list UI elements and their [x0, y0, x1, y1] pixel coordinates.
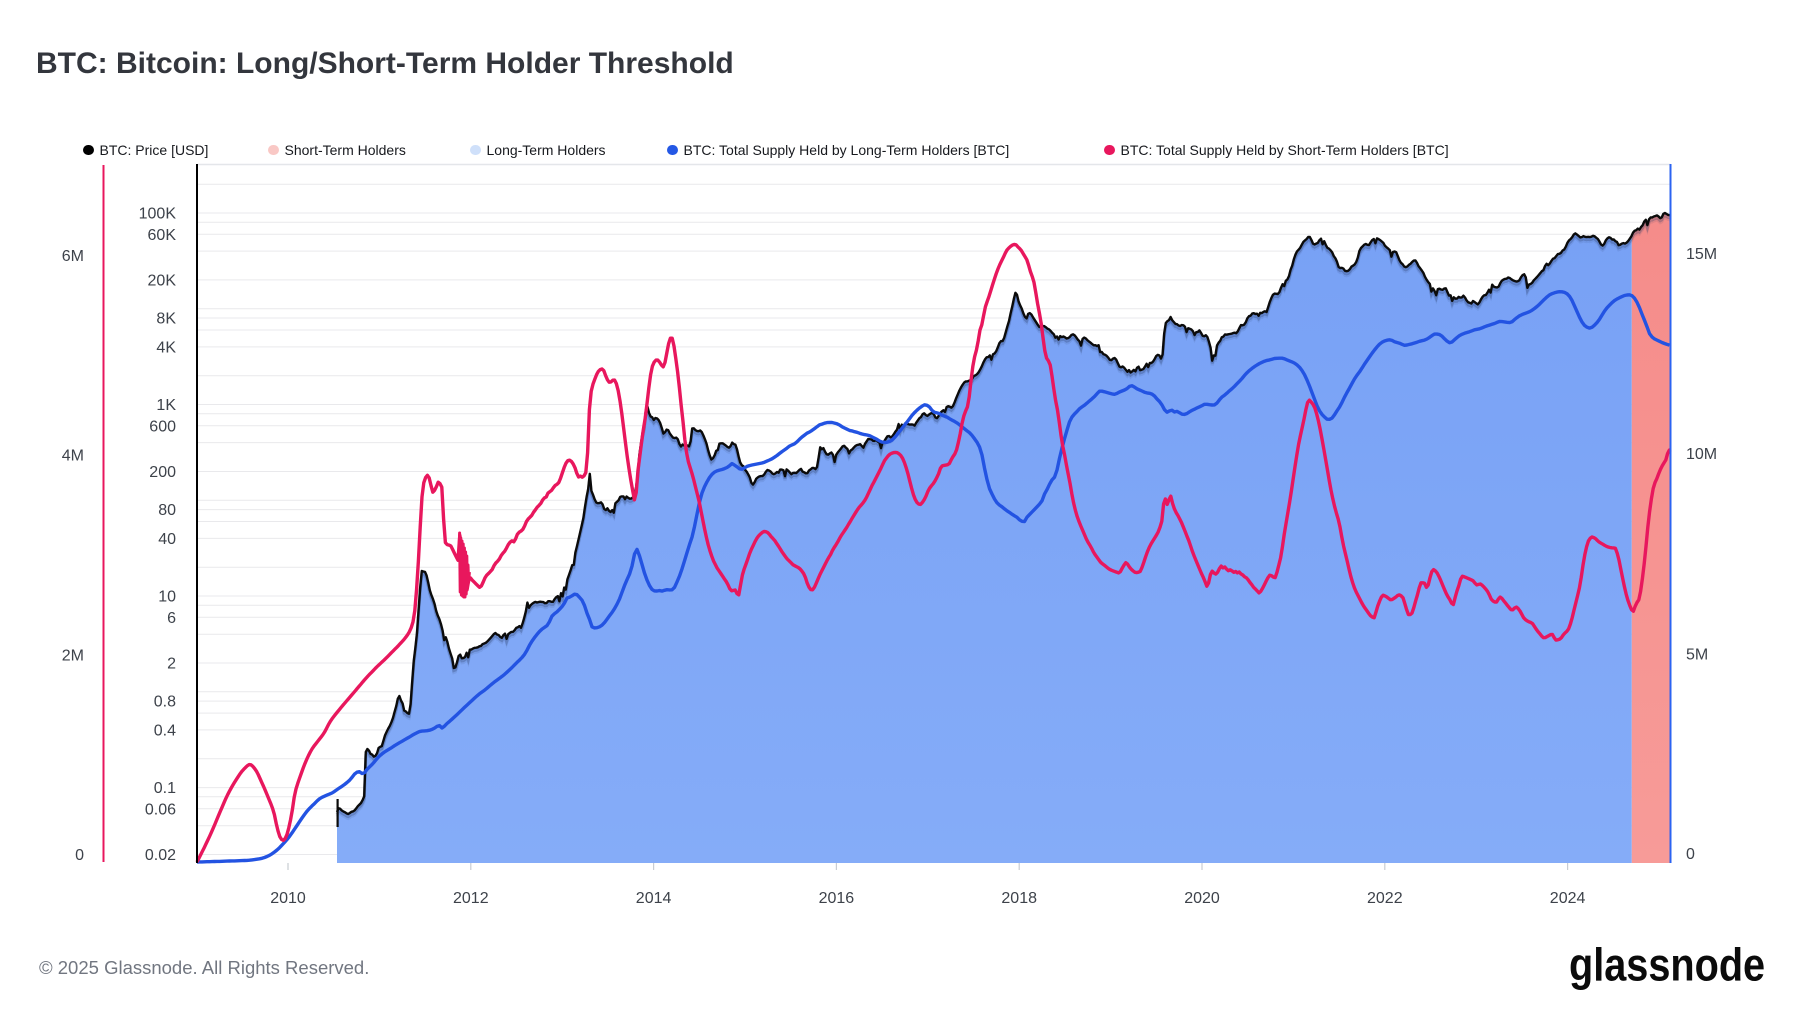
- svg-text:2020: 2020: [1184, 890, 1220, 907]
- svg-text:2014: 2014: [636, 890, 672, 907]
- svg-text:80: 80: [158, 502, 176, 519]
- svg-text:2: 2: [167, 656, 176, 673]
- svg-text:0: 0: [75, 847, 84, 864]
- svg-text:0.1: 0.1: [154, 780, 176, 797]
- svg-text:2024: 2024: [1550, 890, 1586, 907]
- svg-text:200: 200: [149, 464, 176, 481]
- svg-text:8K: 8K: [156, 311, 176, 328]
- svg-text:10: 10: [158, 589, 176, 606]
- svg-text:0.4: 0.4: [154, 722, 176, 739]
- svg-text:20K: 20K: [148, 272, 177, 289]
- svg-text:1K: 1K: [156, 397, 176, 414]
- svg-text:0.06: 0.06: [145, 801, 176, 818]
- svg-text:0.8: 0.8: [154, 694, 176, 711]
- svg-text:0.02: 0.02: [145, 847, 176, 864]
- svg-text:100K: 100K: [139, 206, 177, 223]
- svg-text:6: 6: [167, 610, 176, 627]
- svg-text:10M: 10M: [1686, 446, 1717, 463]
- svg-text:2010: 2010: [270, 890, 306, 907]
- svg-text:15M: 15M: [1686, 246, 1717, 263]
- svg-text:2022: 2022: [1367, 890, 1403, 907]
- svg-text:2016: 2016: [819, 890, 855, 907]
- svg-text:4M: 4M: [62, 448, 84, 465]
- svg-text:60K: 60K: [148, 227, 177, 244]
- svg-text:0: 0: [1686, 846, 1695, 863]
- svg-text:40: 40: [158, 531, 176, 548]
- svg-text:2M: 2M: [62, 648, 84, 665]
- svg-text:4K: 4K: [156, 339, 176, 356]
- svg-text:5M: 5M: [1686, 646, 1708, 663]
- svg-text:2018: 2018: [1001, 890, 1037, 907]
- svg-text:2012: 2012: [453, 890, 489, 907]
- svg-text:600: 600: [149, 418, 176, 435]
- svg-text:6M: 6M: [62, 248, 84, 265]
